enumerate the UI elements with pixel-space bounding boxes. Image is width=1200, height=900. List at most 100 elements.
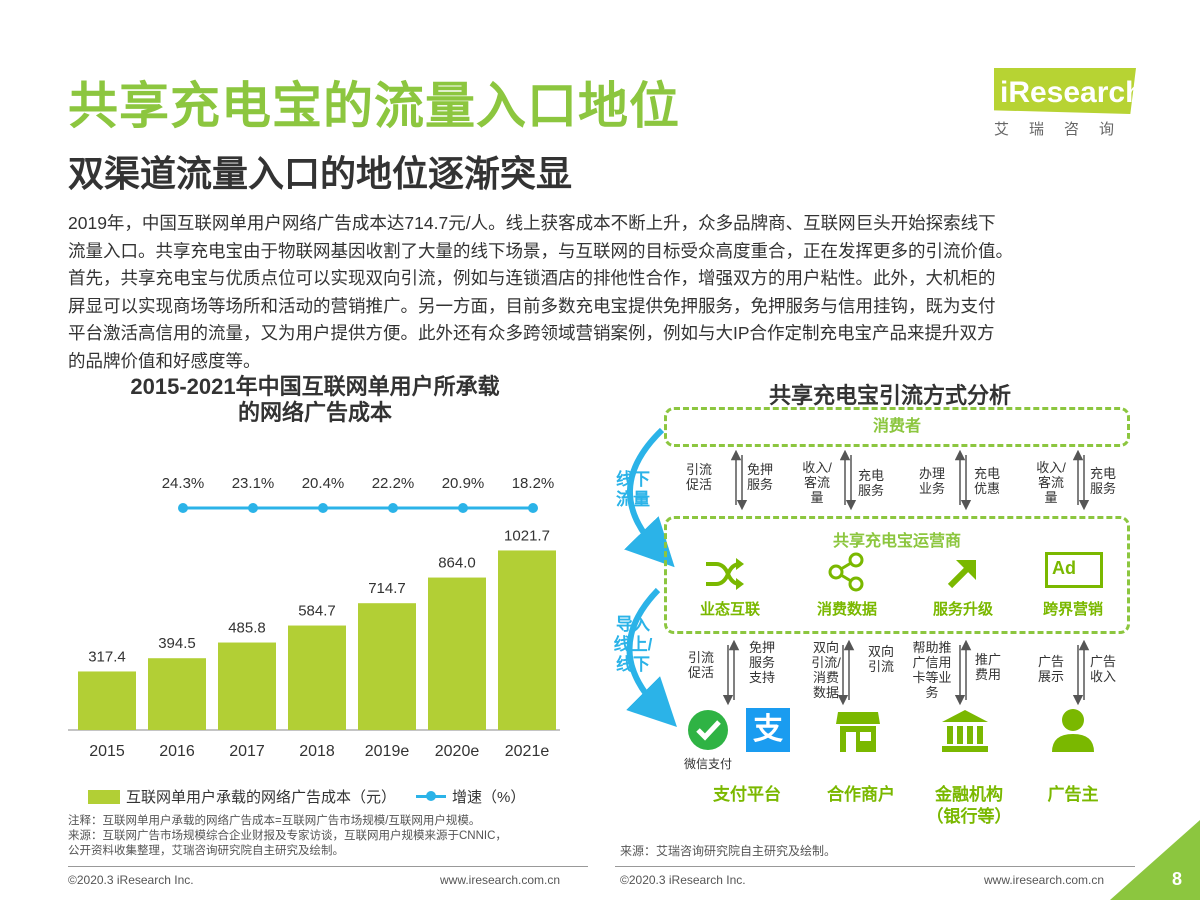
page-number: 8 — [1171, 869, 1182, 889]
ad-board-icon: Ad — [1045, 552, 1103, 588]
paragraph-line: 2019年，中国互联网单用户网络广告成本达714.7元/人。线上获客成本不断上升… — [68, 213, 996, 233]
import-flow-arrow — [626, 587, 677, 727]
consumer-box: 消费者 — [664, 407, 1130, 447]
flow-label: 收入/客流量 — [802, 460, 832, 505]
diagram-arrows — [624, 427, 1090, 727]
chart-title: 2015-2021年中国互联网单用户所承载 的网络广告成本 — [100, 374, 530, 426]
bar-legend-label: 互联网单用户承载的网络广告成本（元） — [126, 789, 397, 806]
flow-label: 广告收入 — [1089, 654, 1116, 684]
operator-item-label: 消费数据 — [816, 601, 877, 618]
bar-value-label: 1021.7 — [504, 527, 550, 544]
chart-title-line: 的网络广告成本 — [237, 400, 392, 425]
diagram-source: 来源：艾瑞咨询研究院自主研究及绘制。 — [620, 844, 837, 858]
bar — [148, 658, 206, 730]
iresearch-logo: iResearch 艾瑞咨询 — [988, 62, 1143, 142]
note-line: 注释：互联网单用户承载的网络广告成本=互联网广告市场规模/互联网用户规模。 — [68, 815, 481, 827]
bar — [288, 625, 346, 730]
flow-label: 充电服务 — [1089, 466, 1116, 496]
line-legend-marker — [416, 791, 447, 801]
wechat-pay-label: 微信支付 — [683, 757, 732, 771]
operator-label: 共享充电宝运营商 — [832, 533, 961, 550]
page-title: 共享充电宝的流量入口地位 — [68, 78, 680, 134]
bar-value-label: 864.0 — [438, 555, 476, 572]
x-tick-label: 2018 — [299, 743, 335, 760]
ad-glyph: Ad — [1052, 558, 1076, 578]
flow-label: 引流促活 — [687, 650, 714, 680]
page-subtitle: 双渠道流量入口的地位逐渐突显 — [68, 153, 573, 194]
growth-value-label: 22.2% — [372, 475, 415, 492]
growth-point — [248, 503, 258, 513]
footer-divider-left — [68, 866, 588, 867]
flow-label: 收入/客流量 — [1036, 460, 1066, 505]
x-tick-label: 2019e — [365, 743, 410, 760]
partner-label: 合作商户 — [827, 785, 895, 804]
flow-label: 帮助推广信用卡等业务 — [912, 640, 952, 700]
bar — [428, 577, 486, 730]
x-tick-label: 2020e — [435, 743, 480, 760]
page-corner — [1110, 820, 1200, 900]
bar — [498, 550, 556, 730]
bar-value-label: 317.4 — [88, 648, 126, 665]
flow-label: 双向引流 — [867, 644, 894, 674]
share-icon — [828, 552, 864, 592]
left-bottom-label: 导入线上/线下 — [613, 615, 653, 674]
shuffle-icon — [706, 558, 744, 590]
person-icon — [1052, 709, 1094, 752]
chart-title-line: 2015-2021年中国互联网单用户所承载 — [130, 374, 500, 399]
x-tick-label: 2016 — [159, 743, 195, 760]
x-tick-label: 2015 — [89, 743, 125, 760]
footer-url-right[interactable]: www.iresearch.com.cn — [984, 873, 1105, 887]
paragraph-line: 流量入口。共享充电宝由于物联网基因收割了大量的线下场景，与互联网的目标受众高度重… — [68, 240, 1013, 261]
growth-point — [178, 503, 188, 513]
intro-paragraph: 2019年，中国互联网单用户网络广告成本达714.7元/人。线上获客成本不断上升… — [68, 210, 1143, 375]
operator-item-label: 业态互联 — [699, 601, 760, 618]
store-icon — [836, 712, 880, 752]
bar-value-label: 394.5 — [158, 635, 196, 652]
ad-cost-chart: 317.4 2015 394.5 2016 24.3% 485.8 2017 23.1% 584… — [68, 475, 560, 760]
bar — [78, 671, 136, 730]
note-line: 公开资料收集整理，艾瑞咨询研究院自主研究及绘制。 — [68, 845, 344, 857]
left-top-label: 线下流量 — [616, 470, 650, 509]
growth-value-label: 23.1% — [232, 475, 275, 492]
footer-url-left[interactable]: www.iresearch.com.cn — [440, 873, 561, 887]
partner-label: 支付平台 — [713, 785, 781, 804]
growth-value-label: 20.9% — [442, 475, 485, 492]
bar-value-label: 714.7 — [368, 580, 406, 597]
logo-subtext: 艾瑞咨询 — [994, 121, 1135, 138]
chart-notes: 注释：互联网单用户承载的网络广告成本=互联网广告市场规模/互联网用户规模。 来源… — [68, 814, 608, 859]
growth-value-label: 18.2% — [512, 475, 555, 492]
flow-label: 广告展示 — [1037, 654, 1064, 684]
diagram-title: 共享充电宝引流方式分析 — [768, 383, 1011, 408]
footer-copyright-right: ©2020.3 iResearch Inc. — [620, 873, 746, 887]
wechat-pay-icon — [688, 710, 728, 750]
paragraph-line: 的品牌价值和好感度等。 — [68, 350, 261, 371]
operator-item-label: 跨界营销 — [1042, 601, 1103, 618]
flow-label: 充电服务 — [857, 468, 884, 498]
flow-label: 免押服务 — [746, 462, 773, 492]
flow-label: 办理业务 — [918, 466, 945, 496]
footer-copyright-left: ©2020.3 iResearch Inc. — [68, 873, 194, 887]
growth-point — [388, 503, 398, 513]
chart-legend: 互联网单用户承载的网络广告成本（元） 增速（%） — [88, 786, 525, 807]
partner-label: 金融机构 （银行等） — [926, 785, 1012, 826]
partner-label: 广告主 — [1047, 785, 1099, 804]
operator-box: 共享充电宝运营商 — [664, 516, 1130, 634]
flow-label: 充电优惠 — [973, 466, 1000, 496]
growth-point — [458, 503, 468, 513]
footer-divider-right — [615, 866, 1135, 867]
bar-legend-swatch — [88, 789, 120, 804]
flow-label: 引流促活 — [685, 462, 712, 492]
growth-point — [318, 503, 328, 513]
flow-label: 推广费用 — [974, 652, 1001, 682]
offline-flow-arrow — [624, 427, 675, 568]
bank-icon — [942, 710, 988, 752]
line-legend-label: 增速（%） — [452, 789, 526, 806]
consumer-label: 消费者 — [872, 418, 921, 435]
arrow-up-right-icon — [947, 560, 976, 589]
bar — [218, 642, 276, 730]
bar-value-label: 584.7 — [298, 603, 336, 620]
flow-label: 双向引流/消费数据 — [811, 640, 841, 700]
paragraph-line: 屏显可以实现商场等场所和活动的营销推广。另一方面，目前多数充电宝提供免押服务，免… — [68, 295, 996, 316]
bar — [358, 603, 416, 730]
paragraph-line: 首先，共享充电宝与优质点位可以实现双向引流，例如与连锁酒店的排他性合作，增强双方… — [68, 268, 996, 288]
